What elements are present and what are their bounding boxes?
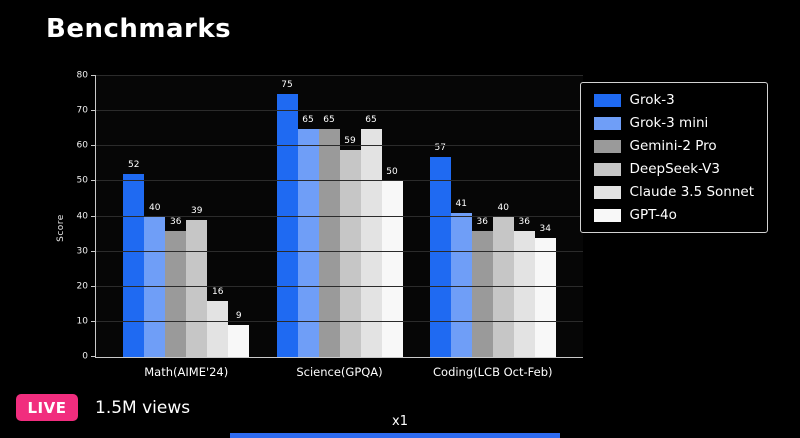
bar-value-label: 41 (455, 199, 467, 209)
bar-group: 75 65 65 59 65 50 Science(GPQA) (276, 76, 403, 379)
y-tick-label: 30 (76, 246, 88, 257)
bar-grok-3-mini: 40 (144, 203, 166, 357)
bar-value-label: 36 (518, 216, 530, 227)
page-title: Benchmarks (46, 14, 232, 44)
bar-claude-3-5-sonnet: 16 (207, 287, 229, 357)
bar-gemini-2-pro: 36 (165, 217, 187, 357)
bar-gpt-4o: 50 (381, 168, 403, 357)
y-tick-label: 50 (76, 175, 88, 186)
bar-value-label: 36 (476, 216, 488, 227)
bar-value-label: 65 (323, 114, 335, 125)
y-tick-label: 10 (76, 316, 88, 327)
bar-value-label: 65 (302, 114, 314, 125)
legend-item: GPT-4o (593, 207, 754, 223)
y-tick-mark (91, 145, 96, 147)
y-tick-label: 60 (76, 140, 88, 151)
bar-value-label: 34 (539, 223, 551, 234)
bar-grok-3: 57 (429, 143, 451, 357)
bar-grok-3-mini: 65 (297, 115, 319, 357)
y-tick-mark (91, 356, 96, 357)
gridline (96, 75, 583, 76)
y-tick-mark (91, 110, 96, 112)
legend-item: Grok-3 mini (593, 115, 754, 131)
bar-gpt-4o: 34 (534, 224, 556, 357)
bar-value-label: 75 (281, 79, 293, 90)
y-tick-mark (91, 250, 96, 252)
bar-value-label: 36 (170, 216, 182, 227)
y-tick-mark (91, 320, 96, 322)
legend-item: Grok-3 (593, 92, 754, 108)
gridline (96, 285, 583, 287)
bar-value-label: 50 (386, 167, 398, 178)
y-tick-mark (91, 75, 96, 76)
gridline (96, 320, 583, 322)
legend-item: Claude 3.5 Sonnet (593, 184, 754, 200)
bar-deepseek-v3: 39 (186, 207, 208, 357)
x-watermark: x1 (392, 414, 408, 429)
plot-area: 52 40 36 39 16 9 Math(AIME'24) 75 65 65 59 65 50 Scie… (77, 71, 583, 379)
legend-swatch (593, 208, 621, 222)
bar-value-label: 16 (212, 286, 224, 297)
legend-swatch (593, 162, 621, 176)
gridline (96, 110, 583, 112)
chart-legend: Grok-3 Grok-3 mini Gemini-2 Pro DeepSeek-V3… (579, 82, 768, 233)
gridline (96, 250, 583, 252)
legend-label: Gemini-2 Pro (629, 138, 717, 154)
bar-gemini-2-pro: 65 (318, 115, 340, 357)
video-progress-bar[interactable] (230, 433, 560, 438)
legend-swatch (593, 93, 621, 107)
x-category-label: Math(AIME'24) (144, 365, 229, 379)
bar-claude-3-5-sonnet: 36 (513, 217, 535, 357)
bar-group: 57 41 36 40 36 34 Coding(LCB Oct-Feb) (429, 76, 556, 379)
bar-value-label: 59 (344, 135, 356, 146)
legend-swatch (593, 139, 621, 153)
bar-deepseek-v3: 40 (492, 203, 514, 357)
y-tick-label: 0 (82, 351, 88, 362)
bar-grok-3: 75 (276, 80, 298, 357)
bar-value-label: 40 (149, 202, 161, 213)
gridline (96, 215, 583, 217)
y-tick-mark (91, 180, 96, 182)
x-category-label: Coding(LCB Oct-Feb) (433, 365, 553, 379)
bar-group: 52 40 36 39 16 9 Math(AIME'24) (123, 76, 250, 379)
legend-item: Gemini-2 Pro (593, 138, 754, 154)
live-badge: LIVE (16, 394, 78, 421)
x-category-label: Science(GPQA) (296, 365, 383, 379)
legend-label: Grok-3 mini (629, 115, 709, 131)
legend-label: DeepSeek-V3 (629, 161, 720, 177)
benchmark-chart: Score 52 40 36 39 16 9 Math(AIME'24) 75 65 65 59 65… (56, 68, 585, 388)
bar-grok-3: 52 (123, 161, 145, 357)
bar-gemini-2-pro: 36 (471, 217, 493, 357)
y-tick-label: 70 (76, 105, 88, 116)
bar-deepseek-v3: 59 (339, 136, 361, 357)
bar-value-label: 57 (434, 142, 446, 153)
bar-gpt-4o: 9 (228, 312, 250, 357)
view-count: 1.5M views (95, 398, 191, 418)
legend-items: Grok-3 Grok-3 mini Gemini-2 Pro DeepSeek-V3… (593, 92, 754, 223)
y-tick-label: 80 (76, 70, 88, 81)
bar-claude-3-5-sonnet: 65 (360, 115, 382, 357)
y-tick-label: 20 (76, 281, 88, 292)
gridline (96, 180, 583, 182)
bar-value-label: 40 (497, 202, 509, 213)
legend-label: GPT-4o (629, 207, 677, 223)
y-tick-label: 40 (76, 211, 88, 221)
bar-value-label: 65 (365, 114, 377, 125)
legend-item: DeepSeek-V3 (593, 161, 754, 177)
y-axis-label: Score (56, 214, 66, 242)
y-tick-mark (91, 285, 96, 287)
y-tick-mark (91, 215, 96, 217)
gridline (96, 145, 583, 147)
bar-value-label: 52 (128, 160, 140, 171)
bar-value-label: 39 (191, 206, 203, 217)
legend-label: Claude 3.5 Sonnet (629, 184, 754, 200)
bar-groups: 52 40 36 39 16 9 Math(AIME'24) 75 65 65 59 65 50 Scie… (96, 76, 583, 379)
legend-swatch (593, 116, 621, 130)
bar-value-label: 9 (235, 311, 242, 322)
legend-label: Grok-3 (629, 92, 675, 108)
legend-swatch (593, 185, 621, 199)
